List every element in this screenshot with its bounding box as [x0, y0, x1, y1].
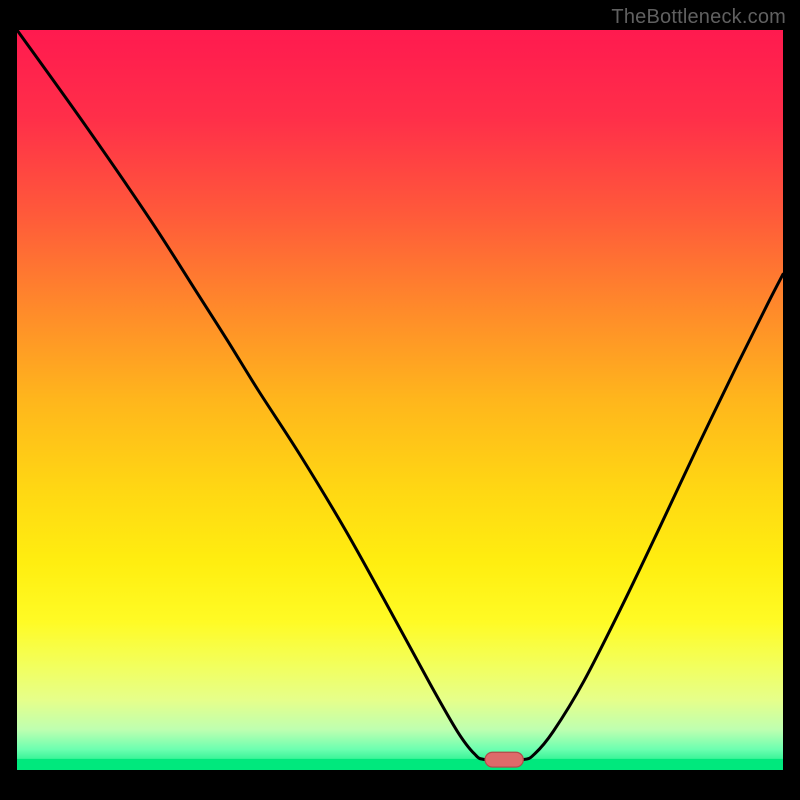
gradient-background [17, 30, 783, 770]
green-baseline-band [17, 759, 783, 770]
chart-frame: TheBottleneck.com [0, 0, 800, 800]
watermark-label: TheBottleneck.com [611, 6, 786, 29]
bottleneck-chart [0, 0, 800, 800]
optimum-marker [485, 752, 523, 767]
